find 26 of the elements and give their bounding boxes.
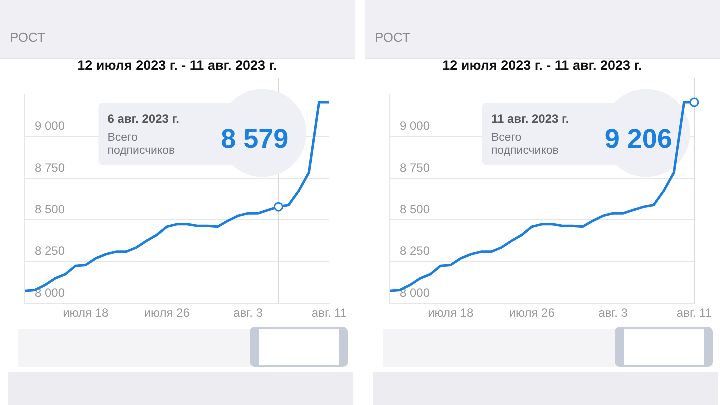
y-tick-label: 8 500 <box>35 202 66 217</box>
chart-title: РОСТ <box>10 30 46 45</box>
annotation: 11 авг. 2023 г. <box>491 112 570 126</box>
y-tick-label: 8 250 <box>400 244 430 258</box>
x-tick-label: июля 18 <box>428 306 474 320</box>
chart-title: РОСТ <box>375 30 410 45</box>
y-tick-label: 8 750 <box>400 160 430 175</box>
x-tick-label: июля 18 <box>63 306 110 320</box>
annotation: 9 206 <box>604 124 672 154</box>
y-tick-label: 8 750 <box>35 160 66 175</box>
annotation: Всего подписчиков <box>108 132 176 158</box>
y-tick-label: 9 000 <box>400 119 430 134</box>
y-tick-label: 8 500 <box>400 202 430 217</box>
x-tick-label: авг. 3 <box>598 306 628 320</box>
y-tick-label: 8 250 <box>35 244 66 258</box>
y-tick-label: 9 000 <box>35 119 66 134</box>
annotation: 6 авг. 2023 г. <box>108 112 180 126</box>
x-tick-label: авг. 11 <box>312 306 348 320</box>
chart-subtitle: 12 июля 2023 г. - 11 авг. 2023 г. <box>442 58 644 73</box>
annotation: 8 579 <box>221 124 289 154</box>
x-tick-label: авг. 11 <box>676 306 712 320</box>
annotation: Всего подписчиков <box>491 132 559 158</box>
x-tick-label: июля 26 <box>509 306 556 320</box>
x-tick-label: июля 26 <box>144 306 190 320</box>
chart-subtitle: 12 июля 2023 г. - 11 авг. 2023 г. <box>76 58 278 73</box>
x-tick-label: авг. 3 <box>234 306 264 320</box>
